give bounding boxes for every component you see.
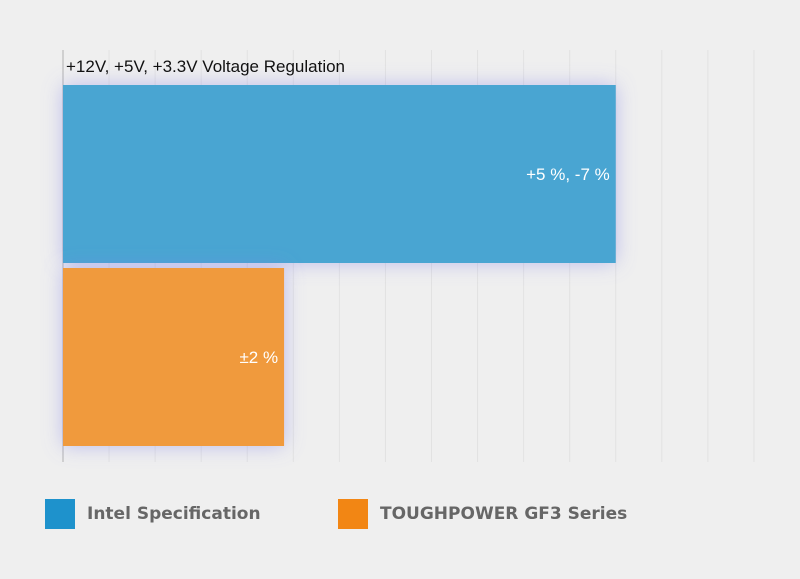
- legend-label-toughpower: TOUGHPOWER GF3 Series: [380, 504, 628, 524]
- legend-swatch-intel: [45, 499, 75, 529]
- bars: [63, 85, 616, 446]
- chart-title: +12V, +5V, +3.3V Voltage Regulation: [66, 57, 345, 76]
- data-label-toughpower-gf3: ±2 %: [239, 348, 278, 367]
- data-label-intel-specification: +5 %, -7 %: [526, 165, 610, 184]
- bar-intel-specification[interactable]: [63, 85, 616, 263]
- legend-item-intel[interactable]: Intel Specification: [45, 497, 261, 531]
- legend: Intel Specification TOUGHPOWER GF3 Serie…: [0, 497, 800, 531]
- legend-item-toughpower[interactable]: TOUGHPOWER GF3 Series: [338, 497, 627, 531]
- legend-label-intel: Intel Specification: [87, 504, 261, 524]
- data-labels: +5 %, -7 % ±2 %: [239, 165, 609, 367]
- legend-swatch-toughpower: [338, 499, 368, 529]
- bar-toughpower-gf3[interactable]: [63, 268, 285, 446]
